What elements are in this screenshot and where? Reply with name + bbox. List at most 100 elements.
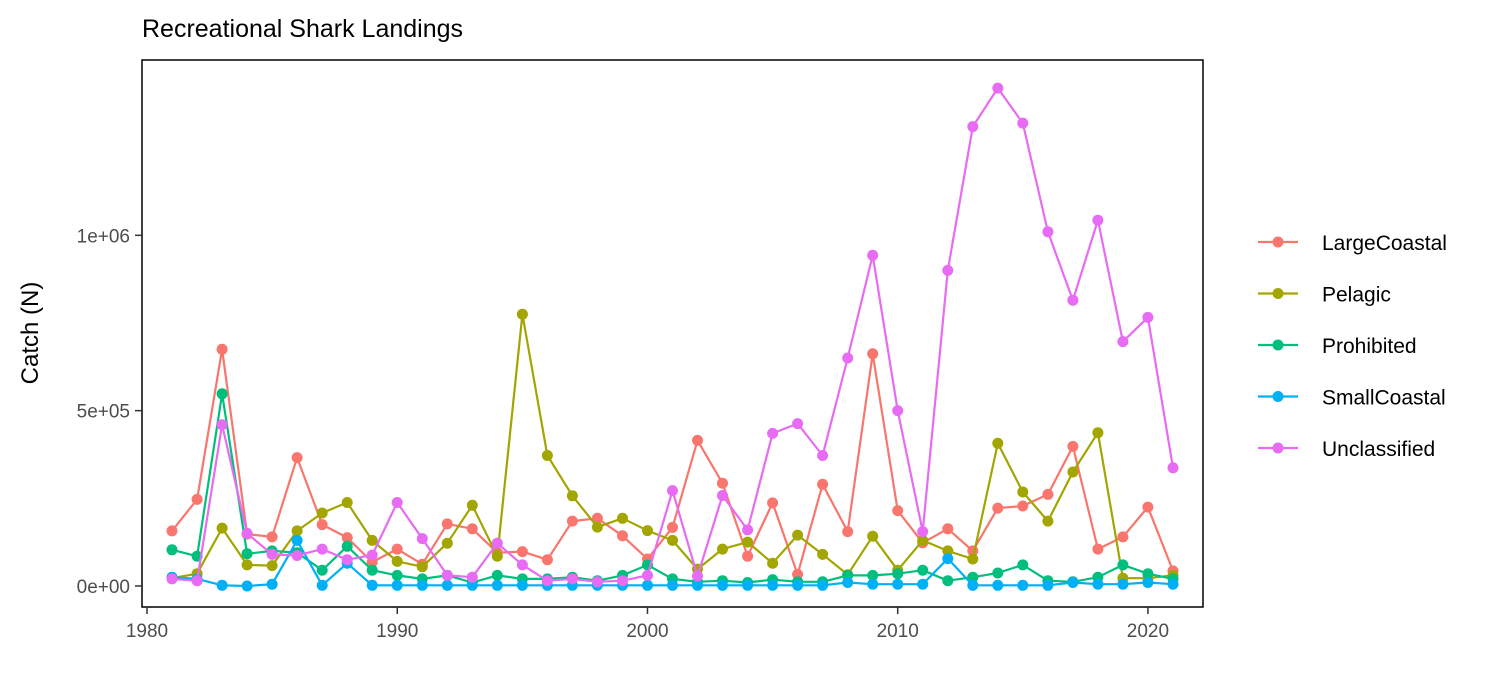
data-point [1117, 559, 1129, 571]
plot-area [166, 82, 1179, 592]
legend-item-prohibited: Prohibited [1258, 335, 1417, 358]
data-point [667, 485, 678, 497]
data-point [942, 523, 954, 535]
series-smallcoastal [166, 534, 1179, 592]
data-point [591, 512, 603, 524]
data-point [241, 548, 253, 560]
data-point [867, 578, 879, 590]
data-point [1092, 578, 1104, 590]
data-point [842, 352, 854, 364]
data-point [867, 569, 879, 581]
x-tick-label: 2010 [877, 621, 919, 642]
data-point [742, 536, 754, 548]
data-point [667, 521, 678, 533]
data-point [191, 575, 203, 587]
y-tick-label: 5e+05 [77, 402, 130, 423]
x-tick-label: 1980 [126, 621, 168, 642]
data-point [792, 529, 804, 541]
data-point [316, 579, 328, 591]
data-point [1117, 578, 1129, 590]
data-point [366, 564, 378, 576]
data-point [441, 569, 453, 581]
axes: 1980 1990 2000 2010 2020 0e+00 5e+05 1e+06 [77, 226, 1169, 642]
data-point [692, 570, 703, 582]
legend-item-largecoastal: LargeCoastal [1258, 232, 1447, 255]
data-point [717, 543, 728, 555]
data-point [491, 537, 503, 549]
data-point [742, 579, 754, 591]
data-point [466, 499, 478, 511]
data-point [291, 452, 303, 464]
data-point [617, 530, 628, 542]
data-point [466, 523, 478, 535]
legend: LargeCoastal Pelagic Prohibited SmallCoasta… [1258, 232, 1447, 461]
data-point [967, 121, 979, 133]
data-point [541, 450, 553, 461]
data-point [667, 579, 678, 591]
data-point [316, 519, 328, 531]
data-point [792, 418, 804, 430]
data-point [967, 553, 979, 565]
data-point [942, 575, 954, 587]
legend-swatch-point [1272, 391, 1284, 402]
data-point [967, 571, 979, 583]
data-point [1092, 214, 1104, 226]
series-pelagic [166, 308, 1179, 584]
data-point [566, 490, 578, 502]
legend-label: Prohibited [1322, 335, 1417, 358]
data-point [917, 564, 929, 576]
data-point [291, 550, 303, 561]
data-point [942, 264, 954, 276]
data-point [441, 537, 453, 549]
data-point [767, 579, 779, 591]
data-point [1017, 486, 1029, 498]
data-point [742, 550, 754, 562]
legend-swatch-point [1272, 339, 1284, 351]
data-point [967, 579, 979, 591]
data-point [316, 543, 328, 555]
data-point [491, 569, 503, 581]
data-point [767, 427, 779, 439]
data-point [992, 437, 1004, 449]
data-point [391, 543, 403, 555]
data-point [742, 524, 754, 536]
data-point [416, 561, 428, 573]
legend-label: SmallCoastal [1322, 387, 1446, 410]
data-point [892, 578, 904, 590]
data-point [391, 555, 403, 567]
data-point [917, 526, 929, 538]
data-point [266, 531, 278, 543]
data-point [1067, 466, 1079, 478]
data-point [1167, 462, 1179, 474]
data-point [566, 573, 578, 585]
data-point [917, 578, 929, 590]
data-point [992, 567, 1004, 579]
x-tick-label: 2000 [626, 621, 668, 642]
data-point [241, 580, 253, 592]
plot-panel-border [141, 59, 1204, 608]
data-point [391, 497, 403, 508]
data-point [642, 569, 653, 581]
data-point [1142, 311, 1154, 323]
data-point [266, 560, 278, 572]
data-point [291, 525, 303, 537]
data-point [1017, 117, 1029, 129]
chart-title: Recreational Shark Landings [142, 15, 463, 43]
data-point [1067, 577, 1079, 588]
data-point [717, 477, 728, 489]
data-point [1142, 568, 1154, 580]
data-point [1092, 543, 1104, 555]
data-point [266, 578, 278, 590]
data-point [541, 575, 553, 587]
legend-swatch-point [1272, 288, 1284, 299]
data-point [516, 579, 528, 591]
data-point [216, 522, 228, 534]
data-point [767, 557, 779, 569]
data-point [266, 548, 278, 560]
data-point [166, 525, 178, 537]
data-point [1117, 336, 1129, 348]
data-point [692, 434, 703, 446]
data-point [441, 579, 453, 591]
x-tick-label: 1990 [376, 621, 418, 642]
data-point [717, 579, 728, 591]
